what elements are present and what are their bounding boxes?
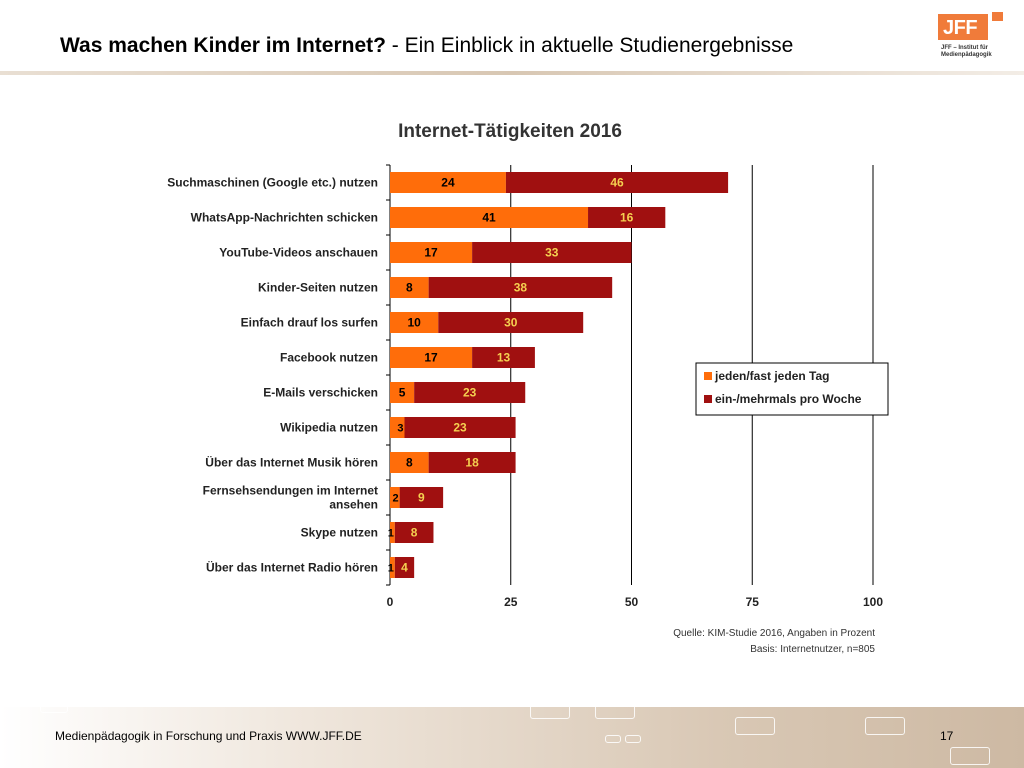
bar-series2 [394,522,434,543]
bar-series2 [438,312,584,333]
logo-text: JFF [943,17,978,39]
slide-title-rest: - Ein Einblick in aktuelle Studienergebn… [385,34,794,57]
data-label: 1 [388,563,394,575]
logo-subtitle: JFF – Institut für Medienpädagogik [941,45,1007,59]
category-label: ansehen [329,498,378,512]
header-divider [0,71,1024,75]
slide-title: Was machen Kinder im Internet? - Ein Ein… [60,34,793,58]
data-label: 3 [397,423,403,435]
legend-box [695,362,889,416]
data-label: 10 [407,316,421,330]
chart-title: Internet-Tätigkeiten 2016 [398,121,622,142]
data-label: 4 [401,561,408,575]
logo-square [992,12,1003,21]
footer-decoration [625,735,641,743]
data-label: 46 [610,176,624,190]
bar-series1 [390,487,400,508]
bar-series2 [472,347,535,368]
source-note: Quelle: KIM-Studie 2016, Angaben in Proz… [673,628,875,639]
footer-decoration [735,717,775,735]
bar-series1 [390,452,429,473]
data-label: 18 [465,456,479,470]
data-label: 5 [399,386,406,400]
data-label: 17 [424,351,438,365]
category-label: Skype nutzen [301,526,378,540]
category-label: Einfach drauf los surfen [241,316,378,330]
data-label: 33 [545,246,559,260]
category-label: Kinder-Seiten nutzen [258,281,378,295]
bar-series2 [404,417,516,438]
x-tick-label: 0 [387,595,394,609]
bar-series1 [390,382,415,403]
footer-band [0,697,1024,768]
bar-series1 [390,242,473,263]
category-label: Wikipedia nutzen [280,421,378,435]
slide-title-bold: Was machen Kinder im Internet? [60,34,386,57]
jff-logo: JFF JFF – Institut für Medienpädagogik [938,12,1008,68]
legend-label: jeden/fast jeden Tag [714,369,829,383]
data-label: 23 [463,386,477,400]
page-number: 17 [940,729,954,743]
data-label: 16 [620,211,634,225]
bar-series1 [390,172,506,193]
logo-subtitle-line: Medienpädagogik [941,52,992,58]
x-tick-label: 50 [625,595,639,609]
category-label: Fernsehsendungen im Internet [203,484,378,498]
data-label: 8 [406,281,413,295]
data-label: 24 [441,176,455,190]
category-label: WhatsApp-Nachrichten schicken [191,211,378,225]
category-label: Über das Internet Musik hören [205,455,378,470]
category-label: Über das Internet Radio hören [206,560,378,575]
data-label: 41 [482,211,496,225]
category-label: E-Mails verschicken [263,386,378,400]
footer-decoration [950,747,990,765]
logo-subtitle-line: JFF – Institut für [941,45,988,51]
bar-series1 [390,557,395,578]
bar-series1 [390,417,405,438]
bar-series2 [588,207,666,228]
footer-decoration [865,717,905,735]
x-tick-label: 75 [746,595,760,609]
data-label: 23 [453,421,467,435]
x-tick-label: 25 [504,595,518,609]
category-label: Facebook nutzen [280,351,378,365]
data-label: 13 [497,351,511,365]
bar-series2 [399,487,444,508]
bar-series1 [390,207,589,228]
bar-series2 [472,242,632,263]
data-label: 8 [411,526,418,540]
category-label: YouTube-Videos anschauen [219,246,378,260]
bar-series2 [505,172,729,193]
data-label: 38 [514,281,528,295]
source-note: Basis: Internetnutzer, n=805 [750,644,875,655]
bar-series2 [428,452,516,473]
bar-series2 [394,557,415,578]
data-label: 2 [393,493,399,505]
footer-decoration [605,735,621,743]
data-label: 9 [418,491,425,505]
footer-decoration [595,701,635,719]
bar-series1 [390,522,395,543]
bar-series1 [390,312,439,333]
footer-decoration [40,697,68,713]
data-label: 30 [504,316,518,330]
data-label: 1 [388,528,394,540]
category-label: Suchmaschinen (Google etc.) nutzen [167,176,378,190]
footer-text: Medienpädagogik in Forschung und Praxis … [55,729,362,743]
bar-series2 [414,382,526,403]
x-tick-label: 100 [863,595,883,609]
data-label: 17 [424,246,438,260]
bar-series1 [390,277,429,298]
data-label: 8 [406,456,413,470]
footer-decoration [530,701,570,719]
legend-label: ein-/mehrmals pro Woche [715,392,862,406]
logo-box: JFF [938,14,988,40]
bar-series2 [428,277,613,298]
bar-series1 [390,347,473,368]
legend-swatch [704,372,712,380]
legend-swatch [704,395,712,403]
